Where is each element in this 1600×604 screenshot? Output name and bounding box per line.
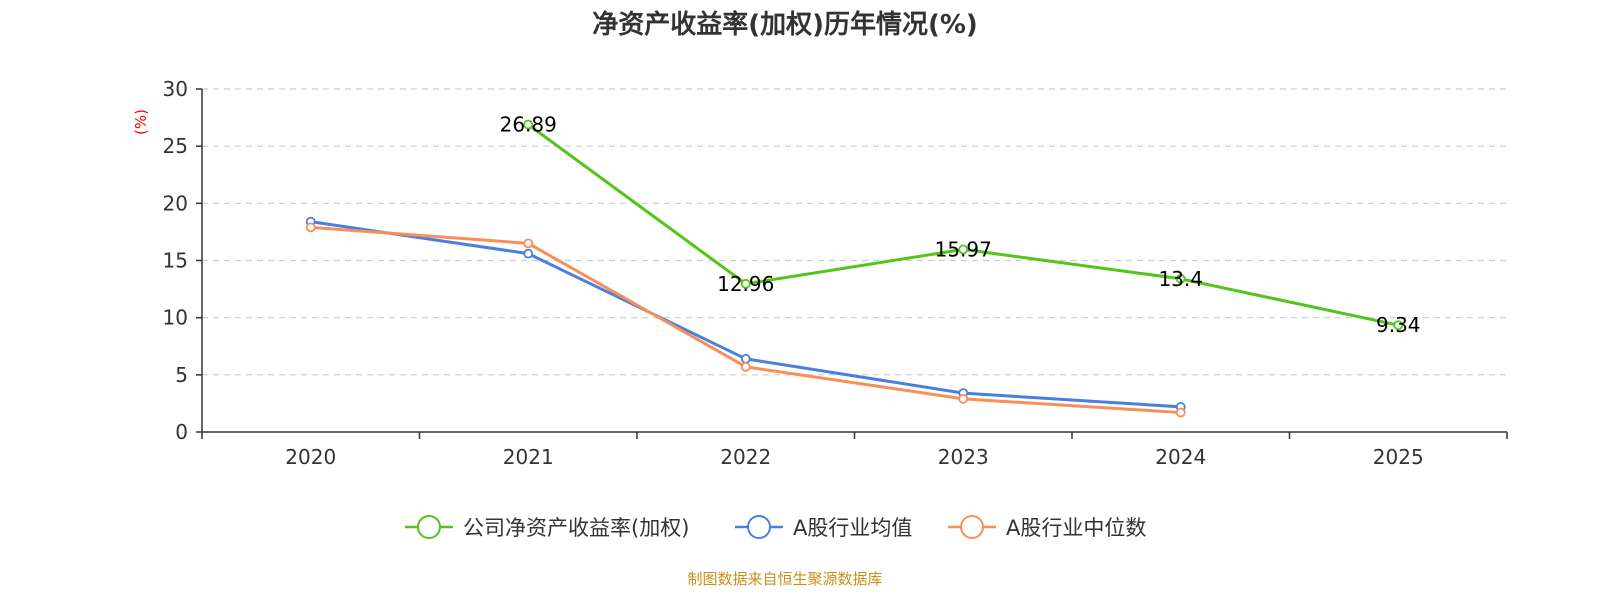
series-line <box>310 220 1181 409</box>
data-point <box>958 244 969 255</box>
legend-item-1: A股行业均值 <box>735 515 912 540</box>
series-1 <box>305 216 1186 412</box>
legend-label: A股行业中位数 <box>1006 516 1146 540</box>
y-tick-label: 30 <box>163 77 188 101</box>
data-source-note: 制图数据来自恒生聚源数据库 <box>687 570 882 588</box>
legend-marker-icon <box>417 515 441 539</box>
x-tick-label: 2024 <box>1155 445 1206 469</box>
data-point <box>1393 320 1404 331</box>
grid-layer <box>202 88 1507 376</box>
data-point <box>523 119 534 130</box>
data-point <box>305 222 316 233</box>
legend-item-0: 公司净资产收益率(加权) <box>405 515 689 540</box>
x-tick-label: 2021 <box>503 445 554 469</box>
y-tick-label: 15 <box>163 249 188 273</box>
legend: 公司净资产收益率(加权) A股行业均值 A股行业中位数 <box>405 515 1146 540</box>
data-point <box>740 278 751 289</box>
legend-marker-icon <box>960 515 984 539</box>
series-line <box>527 123 1399 327</box>
series-layer <box>305 119 1404 418</box>
x-tick-label: 2020 <box>285 445 336 469</box>
chart-title: 净资产收益率(加权)历年情况(%) <box>592 9 978 40</box>
data-label: 15.97 <box>935 237 992 261</box>
series-0 <box>523 119 1404 331</box>
data-point <box>1175 273 1186 284</box>
legend-marker-icon <box>747 515 771 539</box>
y-axis-unit-label: (%) <box>132 109 150 135</box>
legend-label: A股行业均值 <box>793 516 912 540</box>
series-line <box>310 225 1181 415</box>
data-point <box>523 248 534 259</box>
data-point <box>523 238 534 249</box>
data-label: 9.34 <box>1376 313 1421 337</box>
y-tick-label: 20 <box>163 191 188 215</box>
y-tick-label: 5 <box>175 363 188 387</box>
legend-item-2: A股行业中位数 <box>948 515 1146 540</box>
data-point <box>740 361 751 372</box>
series-2 <box>305 222 1186 418</box>
data-label: 13.4 <box>1158 267 1203 291</box>
data-label: 12.96 <box>717 272 774 296</box>
data-point <box>958 393 969 404</box>
y-tick-label: 25 <box>163 134 188 158</box>
x-tick-label: 2022 <box>720 445 771 469</box>
y-tick-label: 10 <box>163 306 188 330</box>
data-label-layer: 26.89 12.96 15.97 13.4 9.34 <box>500 113 1421 338</box>
x-tick-label: 2023 <box>938 445 989 469</box>
data-point <box>740 353 751 364</box>
y-tick-label: 0 <box>175 420 188 444</box>
data-label: 26.89 <box>500 113 557 137</box>
data-point <box>1175 407 1186 418</box>
legend-label: 公司净资产收益率(加权) <box>463 516 689 540</box>
x-tick-label: 2025 <box>1373 445 1424 469</box>
